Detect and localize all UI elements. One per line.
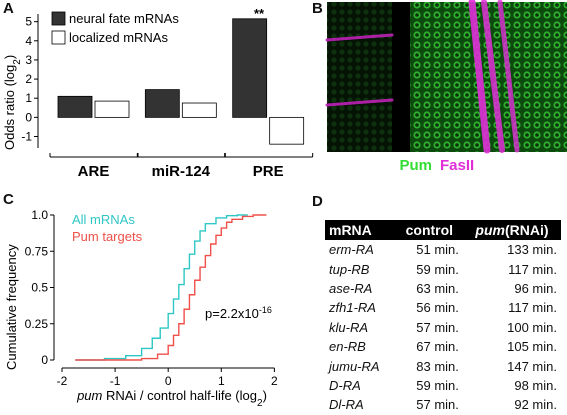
cell-control: 59 min. (416, 377, 459, 393)
y-tick-label: 0.25 (25, 317, 49, 331)
legend-label-neural: neural fate mRNAs (69, 11, 179, 26)
chart-c-cumulative: 0 0.25 0.5 0.75 1.0 -2 -1 0 1 2 Cumulative freque… (4, 208, 278, 408)
x-tick-label: -2 (57, 374, 68, 388)
caption-pum: Pum (399, 157, 432, 174)
table-row: Dl-RA 57 min. 92 min. (325, 395, 561, 414)
y-tick-label: 0.75 (25, 244, 49, 258)
y-tick-label: -1 (21, 130, 32, 144)
legend-all-mrnas: All mRNAs (72, 212, 135, 227)
x-tick-label: 2 (271, 374, 278, 388)
chart-c-x-label: pum RNAi / control half-life (log2) (76, 388, 267, 408)
table-row: ase-RA 63 min. 96 min. (325, 279, 561, 298)
cell-mrna: zfh1-RA (329, 300, 376, 316)
chart-a-y-axis: -1 0 1 2 3 4 5 (21, 14, 39, 148)
cell-mrna: en-RB (329, 339, 366, 355)
bar-are-localized (94, 100, 130, 118)
table-row: erm-RA 51 min. 133 min. (325, 240, 561, 259)
cell-control: 83 min. (416, 358, 459, 374)
x-tick-label: 0 (165, 374, 172, 388)
cell-control: 67 min. (416, 339, 459, 355)
microscopy-cells-left (327, 2, 397, 152)
cell-control: 63 min. (416, 280, 459, 296)
chart-a-x-axis: ARE miR-124 PRE (49, 153, 314, 180)
cell-control: 57 min. (416, 397, 459, 413)
panel-label-b: B (312, 0, 323, 17)
table-row: en-RB 67 min. 105 min. (325, 337, 561, 356)
panel-label-d: D (312, 193, 323, 210)
y-tick-label: 4 (25, 34, 32, 48)
y-tick-label: 0.5 (31, 281, 48, 295)
cell-mrna: klu-RA (329, 319, 369, 335)
cell-pum-rnai: 133 min. (507, 242, 557, 258)
cell-pum-rnai: 105 min. (507, 339, 557, 355)
panel-label-a: A (3, 0, 14, 17)
cell-mrna: jumu-RA (329, 358, 380, 374)
y-tick-label: 5 (25, 15, 32, 29)
bar-are-neural (57, 95, 93, 118)
chart-c-pvalue: p=2.2x10-16 (205, 305, 272, 321)
y-tick-label: 1 (25, 91, 32, 105)
header-control: control (395, 220, 463, 240)
chart-a-odds-ratio: -1 0 1 2 3 4 5 ARE miR-124 PRE Odds ratio (log2)… (2, 6, 314, 180)
legend-pum-targets: Pum targets (72, 229, 143, 244)
y-tick-label: 0 (25, 110, 32, 124)
cell-mrna: tup-RB (329, 261, 370, 277)
bar-pre-localized (269, 116, 305, 145)
cell-control: 56 min. (416, 300, 459, 316)
table-row: tup-RB 59 min. 117 min. (325, 259, 561, 278)
cell-pum-rnai: 117 min. (508, 300, 557, 316)
microscopy-dark-gap (392, 2, 410, 152)
x-tick-label: -1 (110, 374, 121, 388)
y-tick-label: 2 (25, 72, 32, 86)
y-tick-label: 3 (25, 53, 32, 67)
cell-pum-rnai: 96 min. (514, 280, 557, 296)
category-label: ARE (78, 163, 110, 180)
chart-c-y-label: Cumulative frequency (4, 244, 19, 370)
header-mrna: mRNA (325, 220, 396, 240)
cell-pum-rnai: 147 min. (507, 358, 557, 374)
chart-c-lines (75, 214, 267, 361)
chart-a-legend: neural fate mRNAs localized mRNAs (51, 11, 179, 45)
y-tick-label: 0 (41, 353, 48, 367)
table-row: D-RA 59 min. 98 min. (325, 376, 561, 395)
cell-pum-rnai: 100 min. (507, 319, 557, 335)
x-tick-label: 1 (218, 374, 225, 388)
header-pum-rnai: pum(RNAi) (462, 220, 561, 240)
bar-mir-124-neural (144, 89, 180, 118)
fasii-fibers (325, 0, 520, 154)
legend-label-localized: localized mRNAs (69, 30, 168, 45)
cell-mrna: ase-RA (329, 280, 373, 296)
panel-label-c: C (3, 191, 14, 208)
table-row: klu-RA 57 min. 100 min. (325, 318, 561, 337)
cell-mrna: Dl-RA (329, 397, 364, 413)
cell-pum-rnai: 92 min. (514, 397, 557, 413)
category-label: miR-124 (152, 163, 211, 180)
line-pum-targets (75, 214, 267, 361)
cell-control: 59 min. (416, 261, 459, 277)
chart-c-axes: 0 0.25 0.5 0.75 1.0 -2 -1 0 1 2 (25, 208, 278, 388)
table-row: zfh1-RA 56 min. 117 min. (325, 298, 561, 317)
chart-a-y-label: Odds ratio (log2) (2, 55, 23, 150)
line-all-mrnas (75, 214, 248, 361)
y-tick-label: 1.0 (31, 208, 48, 222)
category-label: PRE (253, 163, 284, 180)
caption-fasii: FasII (440, 157, 474, 174)
table-row: jumu-RA 83 min. 147 min. (325, 356, 561, 375)
table-half-lives: mRNA control pum(RNAi) erm-RA 51 min. 133 … (325, 220, 567, 415)
cell-mrna: erm-RA (329, 242, 374, 258)
legend-swatch-localized (51, 30, 66, 45)
panel-b-microscopy: Pum FasII (325, 0, 567, 174)
cell-control: 57 min. (416, 319, 459, 335)
cell-pum-rnai: 117 min. (508, 261, 557, 277)
bar-pre-neural (232, 18, 268, 118)
chart-a-significance-marker: ** (254, 6, 265, 21)
cell-pum-rnai: 98 min. (514, 377, 557, 393)
cell-mrna: D-RA (329, 377, 361, 393)
chart-a-bars (57, 18, 305, 145)
bar-mir-124-localized (181, 102, 217, 118)
cell-control: 51 min. (416, 242, 459, 258)
table-header-row: mRNA control pum(RNAi) (325, 220, 561, 240)
legend-swatch-neural (51, 11, 66, 26)
